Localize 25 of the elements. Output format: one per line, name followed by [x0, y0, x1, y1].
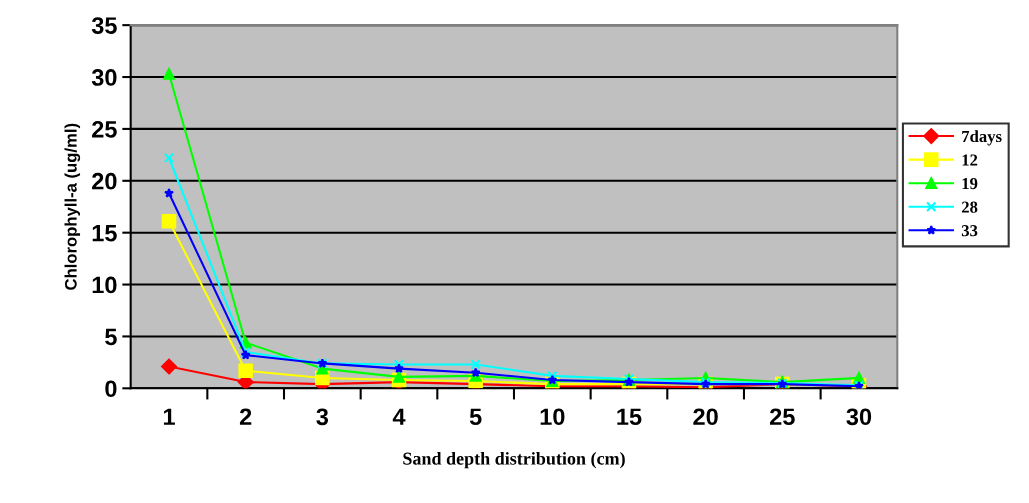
y-tick-label: 0	[105, 380, 117, 398]
x-tick-label: 10	[540, 408, 565, 426]
y-tick-label: 10	[92, 276, 117, 294]
x-tick-label: 15	[617, 408, 642, 426]
x-tick-label: 25	[769, 408, 795, 426]
legend-label: 12	[962, 154, 978, 166]
x-axis-title: Sand depth distribution (cm)	[403, 451, 625, 469]
x-tick-label: 30	[846, 408, 872, 426]
legend-label: 7days	[962, 130, 1002, 146]
y-tick-label: 30	[91, 69, 117, 86]
x-tick-label: 4	[392, 408, 406, 425]
x-tick-label: 20	[693, 408, 718, 426]
x-tick-label: 1	[163, 408, 175, 425]
x-tick-label: 3	[316, 408, 329, 426]
x-tick-label: 5	[469, 408, 482, 426]
y-tick-label: 25	[92, 120, 117, 138]
legend-label: 19	[962, 177, 978, 190]
y-tick-label: 20	[92, 172, 117, 190]
x-tick-label: 2	[239, 408, 252, 425]
legend-label: 33	[961, 225, 978, 237]
y-axis-title: Chlorophyll-a (ug/ml)	[64, 123, 81, 290]
legend-label: 28	[961, 201, 978, 213]
y-tick-label: 15	[92, 224, 117, 242]
y-tick-label: 5	[105, 328, 117, 346]
y-tick-label: 35	[91, 17, 117, 34]
